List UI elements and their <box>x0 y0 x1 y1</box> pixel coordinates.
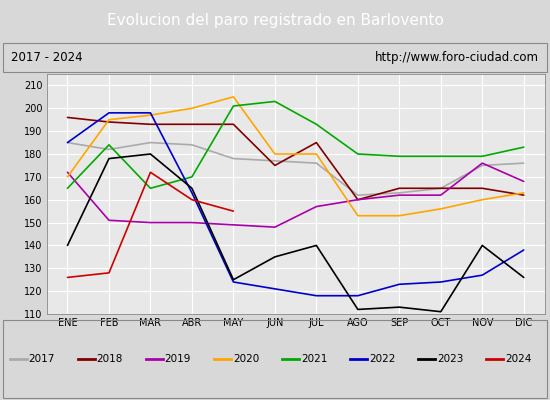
Text: 2017 - 2024: 2017 - 2024 <box>11 51 82 64</box>
Text: 2023: 2023 <box>437 354 463 364</box>
Text: 2022: 2022 <box>369 354 395 364</box>
Text: http://www.foro-ciudad.com: http://www.foro-ciudad.com <box>375 51 539 64</box>
Text: 2021: 2021 <box>301 354 327 364</box>
Text: 2019: 2019 <box>165 354 191 364</box>
Text: 2024: 2024 <box>505 354 531 364</box>
Text: Evolucion del paro registrado en Barlovento: Evolucion del paro registrado en Barlove… <box>107 14 443 28</box>
Text: 2020: 2020 <box>233 354 259 364</box>
Text: 2018: 2018 <box>97 354 123 364</box>
Text: 2017: 2017 <box>29 354 55 364</box>
